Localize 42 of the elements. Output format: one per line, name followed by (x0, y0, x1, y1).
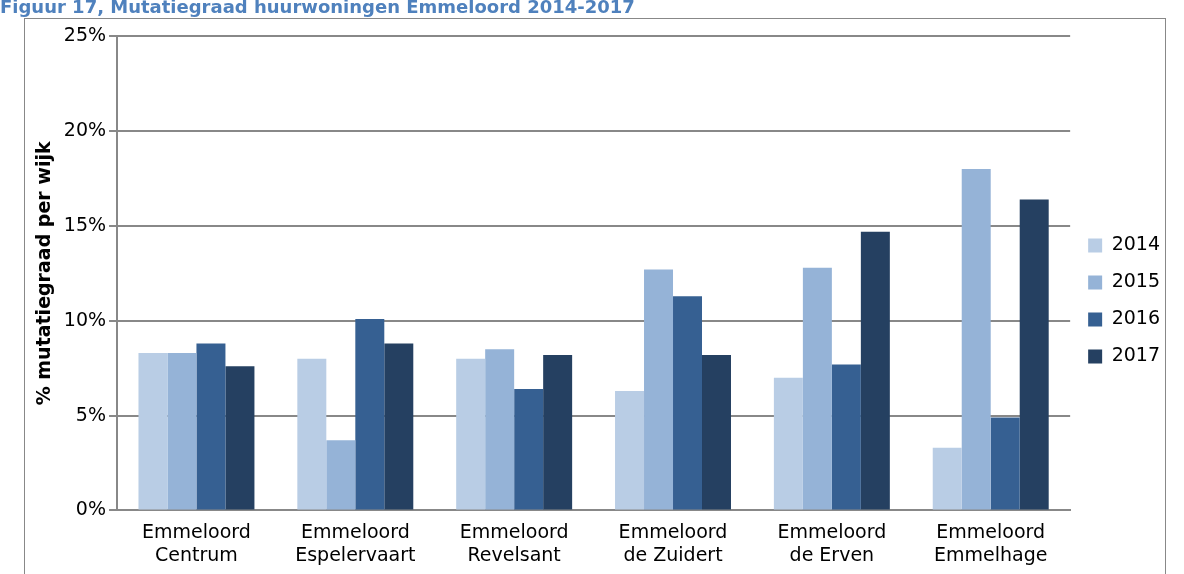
y-tick-label: 10% (63, 307, 107, 330)
bar (196, 343, 226, 510)
x-tick-label: Emmeloord Revelsant (459, 519, 569, 565)
bar (644, 269, 674, 510)
y-axis-title: % mutatiegraad per wijk (32, 141, 55, 406)
bar (326, 440, 356, 510)
bar (543, 354, 573, 510)
x-tick-label: Emmeloord de Erven (777, 519, 887, 565)
bar (456, 358, 486, 510)
bar (297, 358, 327, 510)
bar (860, 231, 890, 510)
y-tick-label: 15% (63, 212, 107, 235)
legend-label: 2015 (1111, 269, 1161, 292)
bar (138, 353, 168, 510)
bar (831, 364, 861, 510)
bar (702, 354, 731, 510)
bar (773, 377, 803, 510)
bar (1019, 199, 1049, 510)
bar (961, 169, 991, 510)
bar (514, 389, 544, 510)
y-tick-label: 20% (63, 118, 107, 141)
bar (932, 447, 962, 510)
chart-title: Figuur 17, Mutatiegraad huurwoningen Emmeloord 2014-2017 (0, 0, 635, 17)
y-tick-label: 5% (75, 402, 107, 425)
bar (990, 417, 1020, 510)
x-tick-label: Emmeloord Centrum (142, 519, 251, 565)
y-tick-label: 0% (75, 497, 107, 520)
x-tick-label: Emmeloord Emmelhage (934, 519, 1048, 565)
x-tick-label: Emmeloord de Zuidert (618, 519, 728, 565)
bar (384, 343, 414, 510)
legend-label: 2014 (1111, 232, 1161, 255)
bar (673, 296, 703, 510)
bar (167, 353, 197, 510)
bar (615, 390, 645, 510)
bar (355, 318, 385, 510)
y-tick-label: 25% (63, 23, 107, 46)
legend-label: 2017 (1111, 343, 1161, 366)
legend-label: 2016 (1111, 306, 1161, 329)
bar (485, 349, 515, 510)
bar (225, 366, 255, 510)
x-tick-label: Emmeloord Espelervaart (295, 519, 416, 565)
bar (802, 267, 832, 510)
